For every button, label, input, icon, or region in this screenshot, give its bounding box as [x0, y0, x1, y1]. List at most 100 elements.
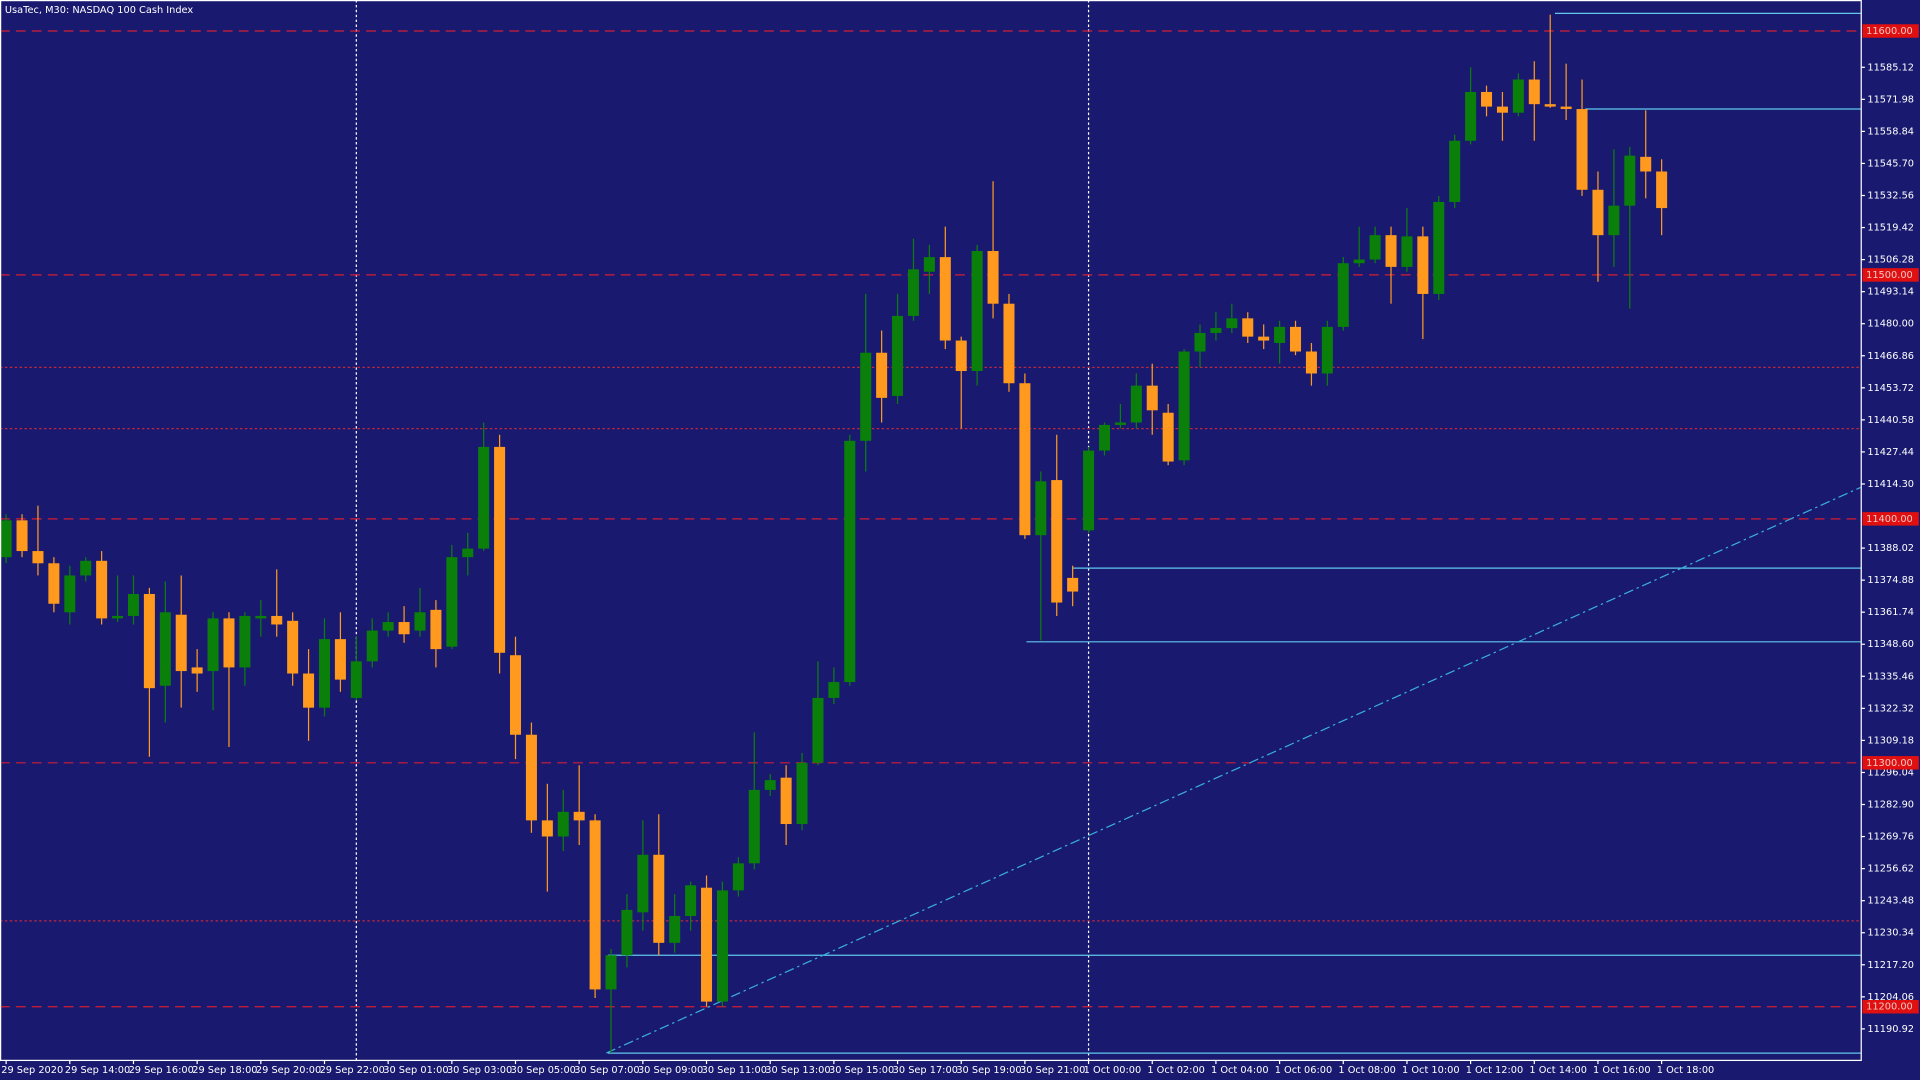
x-tick-label: 1 Oct 00:00 [1084, 1065, 1142, 1076]
candle-body [653, 854, 665, 943]
y-tick-label: 11388.02 [1867, 543, 1914, 554]
x-tick-label: 1 Oct 10:00 [1402, 1065, 1460, 1076]
candle-body [1051, 480, 1063, 603]
candle-body [48, 563, 60, 604]
x-tick-label: 30 Sep 07:00 [574, 1065, 639, 1076]
level-label: 11200.00 [1866, 1002, 1913, 1013]
candle-body [876, 352, 888, 398]
candle-body [1496, 106, 1508, 113]
y-tick-label: 11427.44 [1867, 447, 1914, 458]
candle-body [1385, 235, 1397, 267]
level-label: 11300.00 [1866, 758, 1913, 769]
level-label: 11600.00 [1866, 26, 1913, 37]
candle-body [1114, 422, 1126, 425]
candle-body [1560, 106, 1572, 110]
chart-title: UsaTec, M30: NASDAQ 100 Cash Index [5, 5, 194, 16]
candle-body [80, 560, 92, 576]
x-tick-label: 1 Oct 06:00 [1275, 1065, 1333, 1076]
candle-body [1083, 450, 1095, 531]
candle-body [143, 593, 155, 689]
candle-body [414, 612, 426, 631]
x-tick-label: 1 Oct 02:00 [1147, 1065, 1205, 1076]
candle-body [1449, 140, 1461, 202]
candle-body [1130, 385, 1142, 423]
candle-body [16, 520, 28, 552]
candle-body [748, 789, 760, 864]
x-tick-label: 30 Sep 01:00 [383, 1065, 448, 1076]
candle-body [1401, 236, 1413, 267]
candle-body [430, 609, 442, 650]
x-tick-label: 29 Sep 2020 [1, 1065, 63, 1076]
candle-body [1512, 79, 1524, 113]
candle-body [844, 440, 856, 683]
y-tick-label: 11217.20 [1867, 960, 1914, 971]
candle-body [1433, 201, 1445, 294]
candle-body [1544, 104, 1556, 107]
x-tick-label: 30 Sep 11:00 [702, 1065, 767, 1076]
candle-body [1146, 385, 1158, 411]
candle-body [812, 697, 824, 763]
candle-body [159, 612, 171, 686]
y-tick-label: 11545.70 [1867, 158, 1914, 169]
x-tick-label: 29 Sep 14:00 [65, 1065, 130, 1076]
x-tick-label: 29 Sep 22:00 [320, 1065, 385, 1076]
candle-body [191, 667, 203, 674]
y-tick-label: 11440.58 [1867, 415, 1914, 426]
candle-body [1592, 189, 1604, 236]
y-tick-label: 11532.56 [1867, 190, 1914, 201]
candle-body [1305, 351, 1317, 374]
candle-body [207, 618, 219, 672]
level-label-box [1862, 268, 1919, 282]
level-label-box [1862, 24, 1919, 38]
candle-body [1321, 326, 1333, 374]
y-tick-label: 11269.76 [1867, 832, 1914, 843]
candle-body [1098, 424, 1110, 451]
candle-body [860, 352, 872, 441]
candle-body [907, 269, 919, 316]
candle-body [685, 885, 697, 916]
x-tick-label: 1 Oct 08:00 [1338, 1065, 1396, 1076]
candle-body [0, 520, 12, 558]
candle-body [1528, 79, 1540, 105]
candle-body [1258, 336, 1270, 341]
candle-body [494, 446, 506, 653]
level-label: 11400.00 [1866, 514, 1913, 525]
candle-body [127, 593, 139, 616]
candle-body [1194, 332, 1206, 352]
candle-body [541, 820, 553, 837]
candle-body [1624, 155, 1636, 206]
candle-body [732, 863, 744, 891]
y-tick-label: 11335.46 [1867, 671, 1914, 682]
y-tick-label: 11414.30 [1867, 479, 1914, 490]
candle-body [923, 257, 935, 272]
candle-body [796, 762, 808, 825]
candle-body [525, 734, 537, 821]
candle-body [1369, 235, 1381, 260]
candle-body [1640, 156, 1652, 172]
y-tick-label: 11453.72 [1867, 383, 1914, 394]
candle-body [669, 915, 681, 943]
candle-body [1019, 383, 1031, 536]
x-tick-label: 30 Sep 13:00 [765, 1065, 830, 1076]
x-tick-label: 1 Oct 04:00 [1211, 1065, 1269, 1076]
x-tick-label: 29 Sep 20:00 [256, 1065, 321, 1076]
x-tick-label: 1 Oct 14:00 [1529, 1065, 1587, 1076]
candle-body [1162, 412, 1174, 462]
candle-body [287, 620, 299, 674]
candle-body [1290, 326, 1302, 352]
y-tick-label: 11374.88 [1867, 575, 1914, 586]
candle-body [1465, 91, 1477, 141]
candle-body [318, 639, 330, 708]
level-label-box [1862, 756, 1919, 770]
candle-body [96, 560, 108, 619]
x-tick-label: 30 Sep 03:00 [447, 1065, 512, 1076]
y-tick-label: 11282.90 [1867, 800, 1914, 811]
candle-body [605, 955, 617, 990]
candle-body [892, 315, 904, 396]
candle-body [1226, 318, 1238, 329]
candle-body [828, 682, 840, 698]
x-tick-label: 29 Sep 18:00 [192, 1065, 257, 1076]
candle-body [350, 661, 362, 698]
